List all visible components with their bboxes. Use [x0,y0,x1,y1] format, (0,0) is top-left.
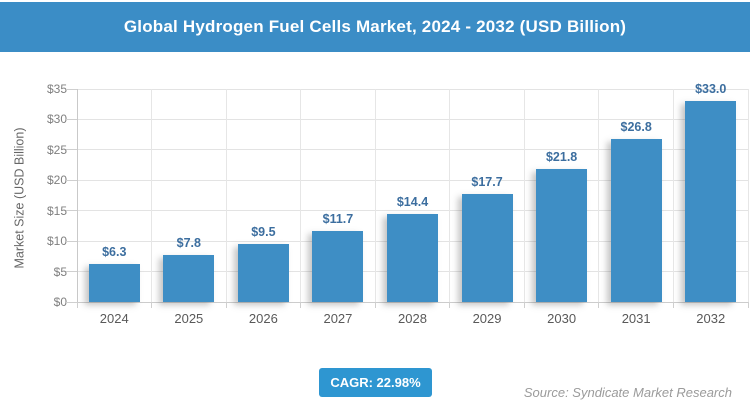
x-tick-label: 2025 [174,311,204,326]
bar-value-label: $33.0 [695,82,727,97]
gridline-x [598,89,600,302]
y-tick-label: $15 [46,203,67,218]
y-tick-mark [66,210,77,212]
y-axis-tick-labels: $0 $5 $10 $15 $20 $25 $30 $35 [28,82,67,309]
y-tick-label: $10 [46,234,67,249]
chart-title: Global Hydrogen Fuel Cells Market, 2024 … [123,17,627,36]
bar-value-label: $11.7 [322,211,354,226]
y-tick-mark [66,149,77,151]
x-tick-mark [76,302,78,308]
gridline-y [77,88,748,90]
gridline-x [374,89,376,302]
x-tick-label: 2029 [472,311,502,326]
x-tick-label: 2030 [547,311,577,326]
y-tick-mark [66,88,77,90]
y-tick-label: $35 [46,82,67,96]
source-attribution: Source: Syndicate Market Research [523,385,732,400]
x-tick-label: 2032 [696,311,726,326]
y-tick-mark [66,271,77,273]
bar-value-label: $17.7 [471,175,503,190]
x-tick-mark [300,302,302,308]
y-tick-mark [66,240,77,242]
x-tick-label: 2028 [398,311,427,326]
bar-2029 [461,194,513,302]
plot-area: $6.3 $7.8 $9.5 $11.7 $14.4 $17.7 $21.8 $26.8 $33… [66,82,749,308]
cagr-label: CAGR: 22.98% [330,375,421,390]
gridline-x [672,89,674,302]
bar-2031 [610,138,662,302]
bar-value-label: $26.8 [620,119,652,134]
x-axis-tick-labels: 2024 2025 2026 2027 2028 2029 2030 2031 2032 [77,311,748,329]
x-tick-mark [374,302,376,308]
gridline-x [449,89,451,302]
gridline-y [77,179,748,181]
x-tick-mark [598,302,600,308]
y-tick-label: $20 [46,173,67,188]
y-tick-mark [66,301,77,303]
gridline-y [77,210,748,212]
y-tick-label: $0 [53,295,67,309]
y-tick-label: $30 [46,112,67,127]
cagr-badge: CAGR: 22.98% [319,368,432,397]
x-tick-mark [151,302,153,308]
gridline-y [77,118,748,120]
bar-2025 [163,254,215,302]
y-axis-title: Market Size (USD Billion) [12,127,27,269]
bar-2024 [88,263,140,302]
bar-2027 [312,230,364,302]
bar-value-label: $6.3 [102,244,127,259]
y-tick-mark [66,118,77,120]
gridline-x [76,89,78,302]
bar-value-label: $9.5 [251,225,276,240]
x-tick-mark [449,302,451,308]
bar-2026 [237,244,289,302]
gridline-x [300,89,302,302]
bar-value-label: $7.8 [176,235,201,250]
gridline-x [225,89,227,302]
bar-2030 [536,169,588,302]
bar-value-label: $14.4 [396,195,429,210]
y-tick-mark [66,179,77,181]
bar-value-label: $21.8 [545,150,578,165]
x-tick-label: 2026 [248,311,278,326]
y-tick-label: $25 [46,142,67,157]
x-tick-mark [747,302,749,308]
gridline-x [523,89,525,302]
x-tick-mark [523,302,525,308]
gridline-y [77,149,748,151]
chart-title-bar: Global Hydrogen Fuel Cells Market, 2024 … [0,2,750,52]
y-tick-label: $5 [53,264,67,279]
gridline-x [151,89,153,302]
x-tick-label: 2024 [99,311,129,326]
x-tick-mark [672,302,674,308]
bar-2028 [387,214,438,302]
x-tick-label: 2031 [621,311,651,326]
gridline-y [77,301,748,303]
gridline-x [747,89,749,302]
x-tick-mark [225,302,227,308]
bar-2032 [685,101,737,302]
x-tick-label: 2027 [323,311,353,326]
